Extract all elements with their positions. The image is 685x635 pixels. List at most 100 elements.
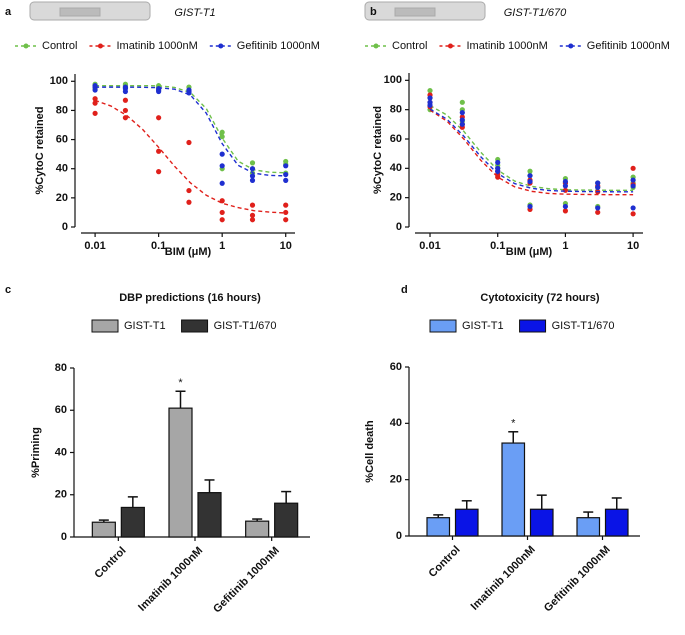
data-point <box>219 163 225 169</box>
legend-swatch <box>429 319 457 333</box>
legend-dot <box>97 43 103 49</box>
legend-swatch <box>519 319 547 333</box>
x-tick-label: 0.01 <box>84 240 105 252</box>
data-point <box>562 178 569 185</box>
legend-swatch <box>181 319 209 333</box>
bar <box>245 520 270 538</box>
legend-label: Control <box>392 40 427 52</box>
y-tick-label: 0 <box>61 531 67 543</box>
legend-label: GIST-T1/670 <box>552 320 615 332</box>
data-point <box>459 121 465 127</box>
fit-curve <box>429 104 634 192</box>
bar <box>576 517 601 537</box>
chart-title: GIST-T1 <box>174 7 215 19</box>
data-point <box>92 110 98 116</box>
data-point <box>122 97 129 103</box>
data-point <box>595 180 601 186</box>
legend-dot <box>218 43 224 49</box>
y-tick-label: 20 <box>55 489 67 501</box>
data-point <box>186 139 192 146</box>
data-point <box>122 115 129 121</box>
legend-label: Control <box>42 40 77 52</box>
legend-dot <box>373 43 379 49</box>
data-point <box>219 209 225 216</box>
bar <box>120 506 145 538</box>
data-point <box>186 187 192 194</box>
y-tick-label: 40 <box>55 446 67 458</box>
x-tick-label: Control <box>427 544 463 580</box>
legend-dot <box>568 43 574 49</box>
data-point <box>122 107 129 114</box>
data-point <box>283 177 289 183</box>
bar <box>274 502 299 538</box>
x-tick-label: 0.1 <box>490 240 505 252</box>
y-tick-label: 80 <box>390 104 402 116</box>
data-point <box>219 217 225 223</box>
data-point <box>527 203 533 210</box>
y-axis-label: %Priming <box>30 427 42 478</box>
data-point <box>283 209 289 216</box>
data-point <box>562 203 569 210</box>
data-point <box>427 95 433 101</box>
data-point <box>459 99 465 105</box>
y-axis-label: %CytoC retained <box>372 106 384 194</box>
data-point <box>249 166 256 172</box>
data-point <box>92 87 98 93</box>
data-point <box>156 115 162 121</box>
data-point <box>219 151 225 157</box>
data-point <box>186 90 192 96</box>
x-tick-label: Gefitinib 1000nM <box>211 545 282 616</box>
panel-letter: d <box>401 284 408 296</box>
bar <box>426 517 451 537</box>
device-icon <box>29 1 486 21</box>
x-tick-label: 10 <box>280 240 292 252</box>
x-tick-label: Imatinib 1000nM <box>469 544 538 613</box>
panel-letter: c <box>5 284 11 296</box>
x-tick-label: Control <box>92 545 128 581</box>
chart-title: Cytotoxicity (72 hours) <box>480 292 600 304</box>
data-point <box>92 100 98 106</box>
annotation: * <box>178 377 183 389</box>
x-tick-label: 1 <box>562 240 568 252</box>
data-point <box>249 202 256 208</box>
data-point <box>595 209 601 215</box>
data-point <box>156 148 162 154</box>
data-point <box>249 160 256 166</box>
y-tick-label: 20 <box>390 192 402 204</box>
y-tick-label: 20 <box>56 192 68 204</box>
y-tick-label: 60 <box>390 361 402 373</box>
x-tick-label: 10 <box>627 240 639 252</box>
y-tick-label: 40 <box>56 163 68 175</box>
panel-letter: b <box>370 6 377 18</box>
bar <box>604 508 629 537</box>
data-point <box>630 211 636 217</box>
fit-curve <box>94 99 286 214</box>
data-point <box>527 178 533 185</box>
y-tick-label: 0 <box>396 530 402 542</box>
y-tick-label: 100 <box>384 74 402 86</box>
annotation: * <box>511 418 516 430</box>
x-tick-label: Gefitinib 1000nM <box>542 544 613 615</box>
data-point <box>283 171 289 178</box>
data-point <box>283 217 289 223</box>
y-tick-label: 60 <box>56 133 68 145</box>
x-tick-label: Imatinib 1000nM <box>136 545 205 614</box>
data-point <box>283 163 289 169</box>
y-tick-label: 40 <box>390 417 402 429</box>
data-point <box>630 205 636 211</box>
data-point <box>156 88 162 95</box>
y-axis-label: %Cell death <box>364 420 376 483</box>
legend-label: Gefitinib 1000nM <box>237 40 320 52</box>
legend-dot <box>23 43 29 49</box>
y-tick-label: 20 <box>390 474 402 486</box>
data-point <box>249 177 256 183</box>
x-axis-label: BIM (μM) <box>506 246 553 258</box>
y-tick-label: 0 <box>62 221 68 233</box>
data-point <box>219 198 225 204</box>
data-point <box>249 217 256 223</box>
bar <box>529 508 554 537</box>
legend-label: GIST-T1/670 <box>214 320 277 332</box>
bar <box>168 407 193 538</box>
y-tick-label: 80 <box>56 104 68 116</box>
